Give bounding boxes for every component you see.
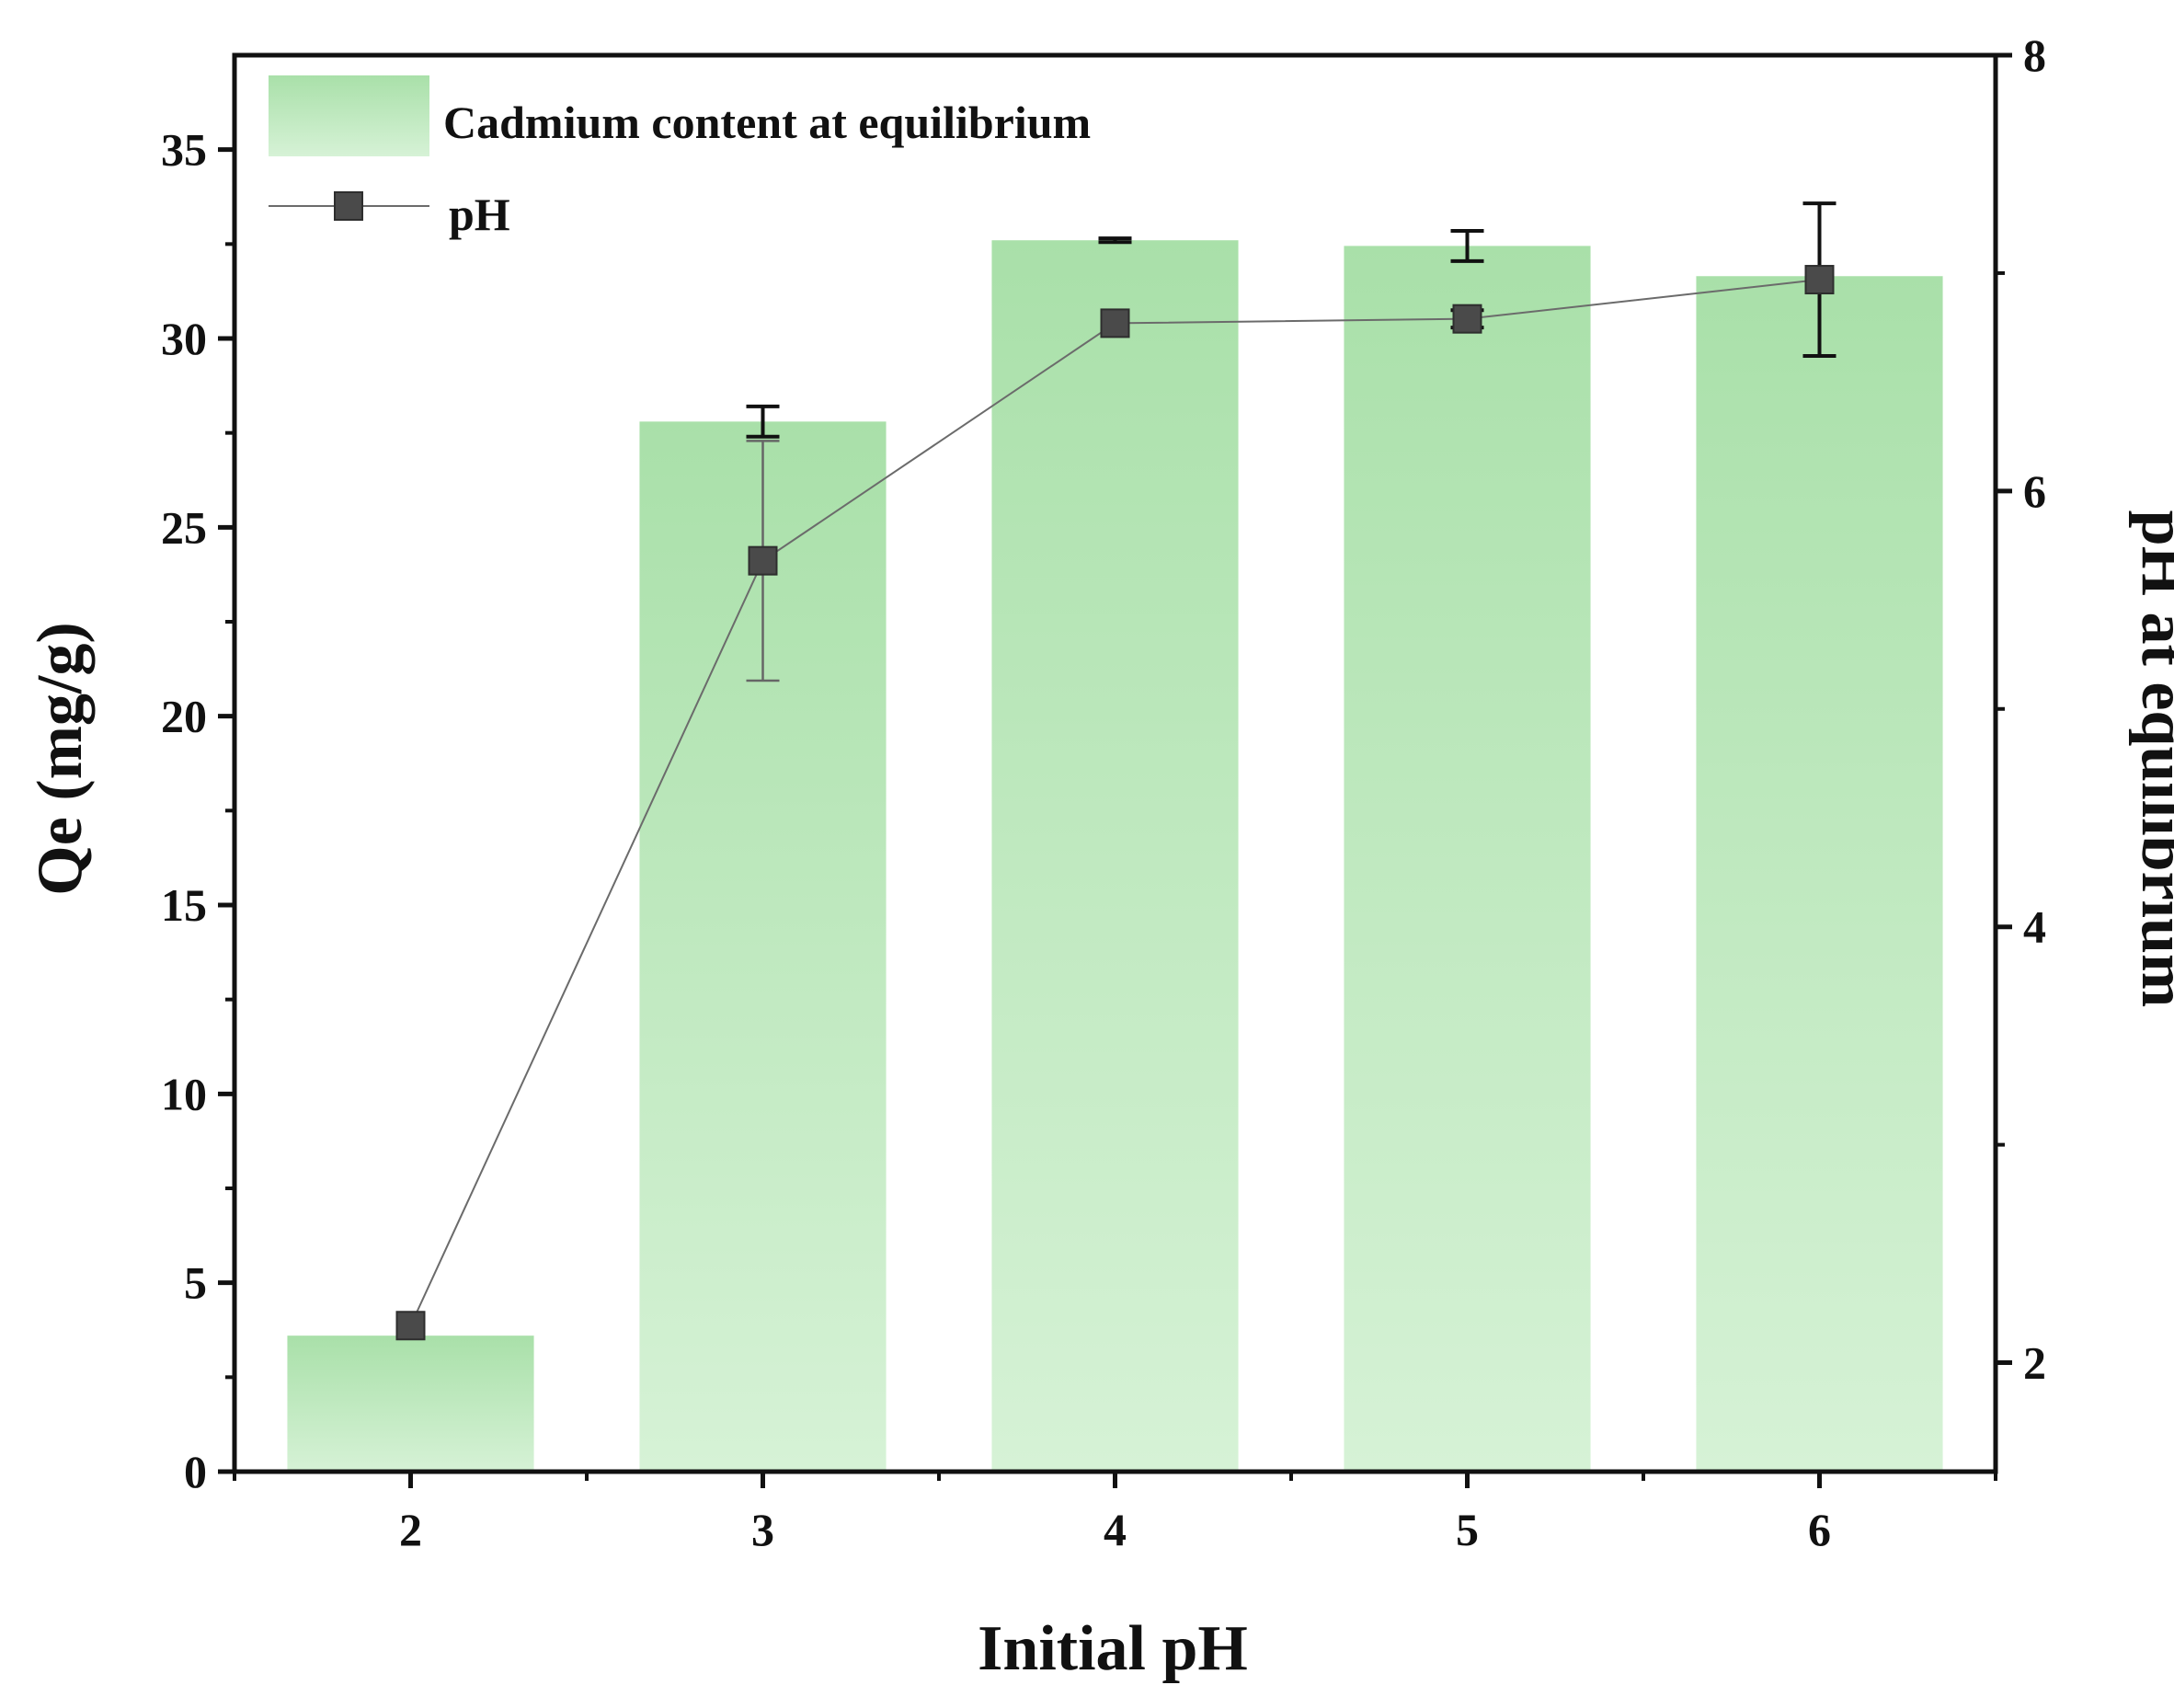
x-axis-title: Initial pH (978, 1613, 1248, 1684)
x-tick-label-4: 4 (1104, 1504, 1127, 1555)
y-left-tick-label-0: 0 (184, 1446, 207, 1497)
y-left-tick-label-10: 10 (161, 1068, 207, 1119)
x-tick-label-2: 2 (399, 1504, 422, 1555)
y-right-tick-label-4: 4 (2023, 901, 2046, 953)
bar-4 (991, 240, 1239, 1472)
x-tick-label-5: 5 (1456, 1504, 1479, 1555)
y-right-tick-label-8: 8 (2023, 29, 2046, 81)
y-left-tick-label-30: 30 (161, 313, 207, 364)
legend-label-line: pH (449, 189, 510, 240)
y-left-tick-label-5: 5 (184, 1257, 207, 1309)
y-left-tick-label-20: 20 (161, 691, 207, 742)
y-axis-right-title: pH at equilibrium (2128, 510, 2174, 1008)
bar-5 (1344, 246, 1591, 1472)
x-tick-label-6: 6 (1808, 1504, 1831, 1555)
y-left-tick-label-15: 15 (161, 879, 207, 931)
ph-line-series (395, 201, 1836, 1341)
ph-marker-6 (1804, 265, 1835, 295)
legend-swatch-marker (334, 191, 363, 221)
x-tick-label-3: 3 (751, 1504, 774, 1555)
legend-swatch-bar (269, 75, 429, 156)
ph-marker-2 (395, 1311, 426, 1341)
y-right-tick-label-2: 2 (2023, 1337, 2046, 1389)
bar-error-bars (746, 228, 1484, 439)
axes: 0 5 10 15 20 25 30 35 2 4 6 8 2 3 4 5 6 (161, 29, 2046, 1555)
bar-series (287, 240, 1943, 1472)
legend-label-bar: Cadmium content at equilibrium (443, 97, 1091, 148)
y-left-tick-label-35: 35 (161, 124, 207, 176)
legend: Cadmium content at equilibrium pH (269, 75, 1091, 240)
ph-marker-5 (1452, 304, 1482, 334)
bar-2 (287, 1335, 534, 1472)
ph-marker-4 (1100, 308, 1130, 338)
y-axis-left-title: Qe (mg/g) (25, 622, 96, 895)
ph-marker-3 (748, 545, 778, 576)
y-left-tick-label-25: 25 (161, 501, 207, 553)
y-right-tick-label-6: 6 (2023, 465, 2046, 517)
bar-6 (1696, 276, 1943, 1472)
